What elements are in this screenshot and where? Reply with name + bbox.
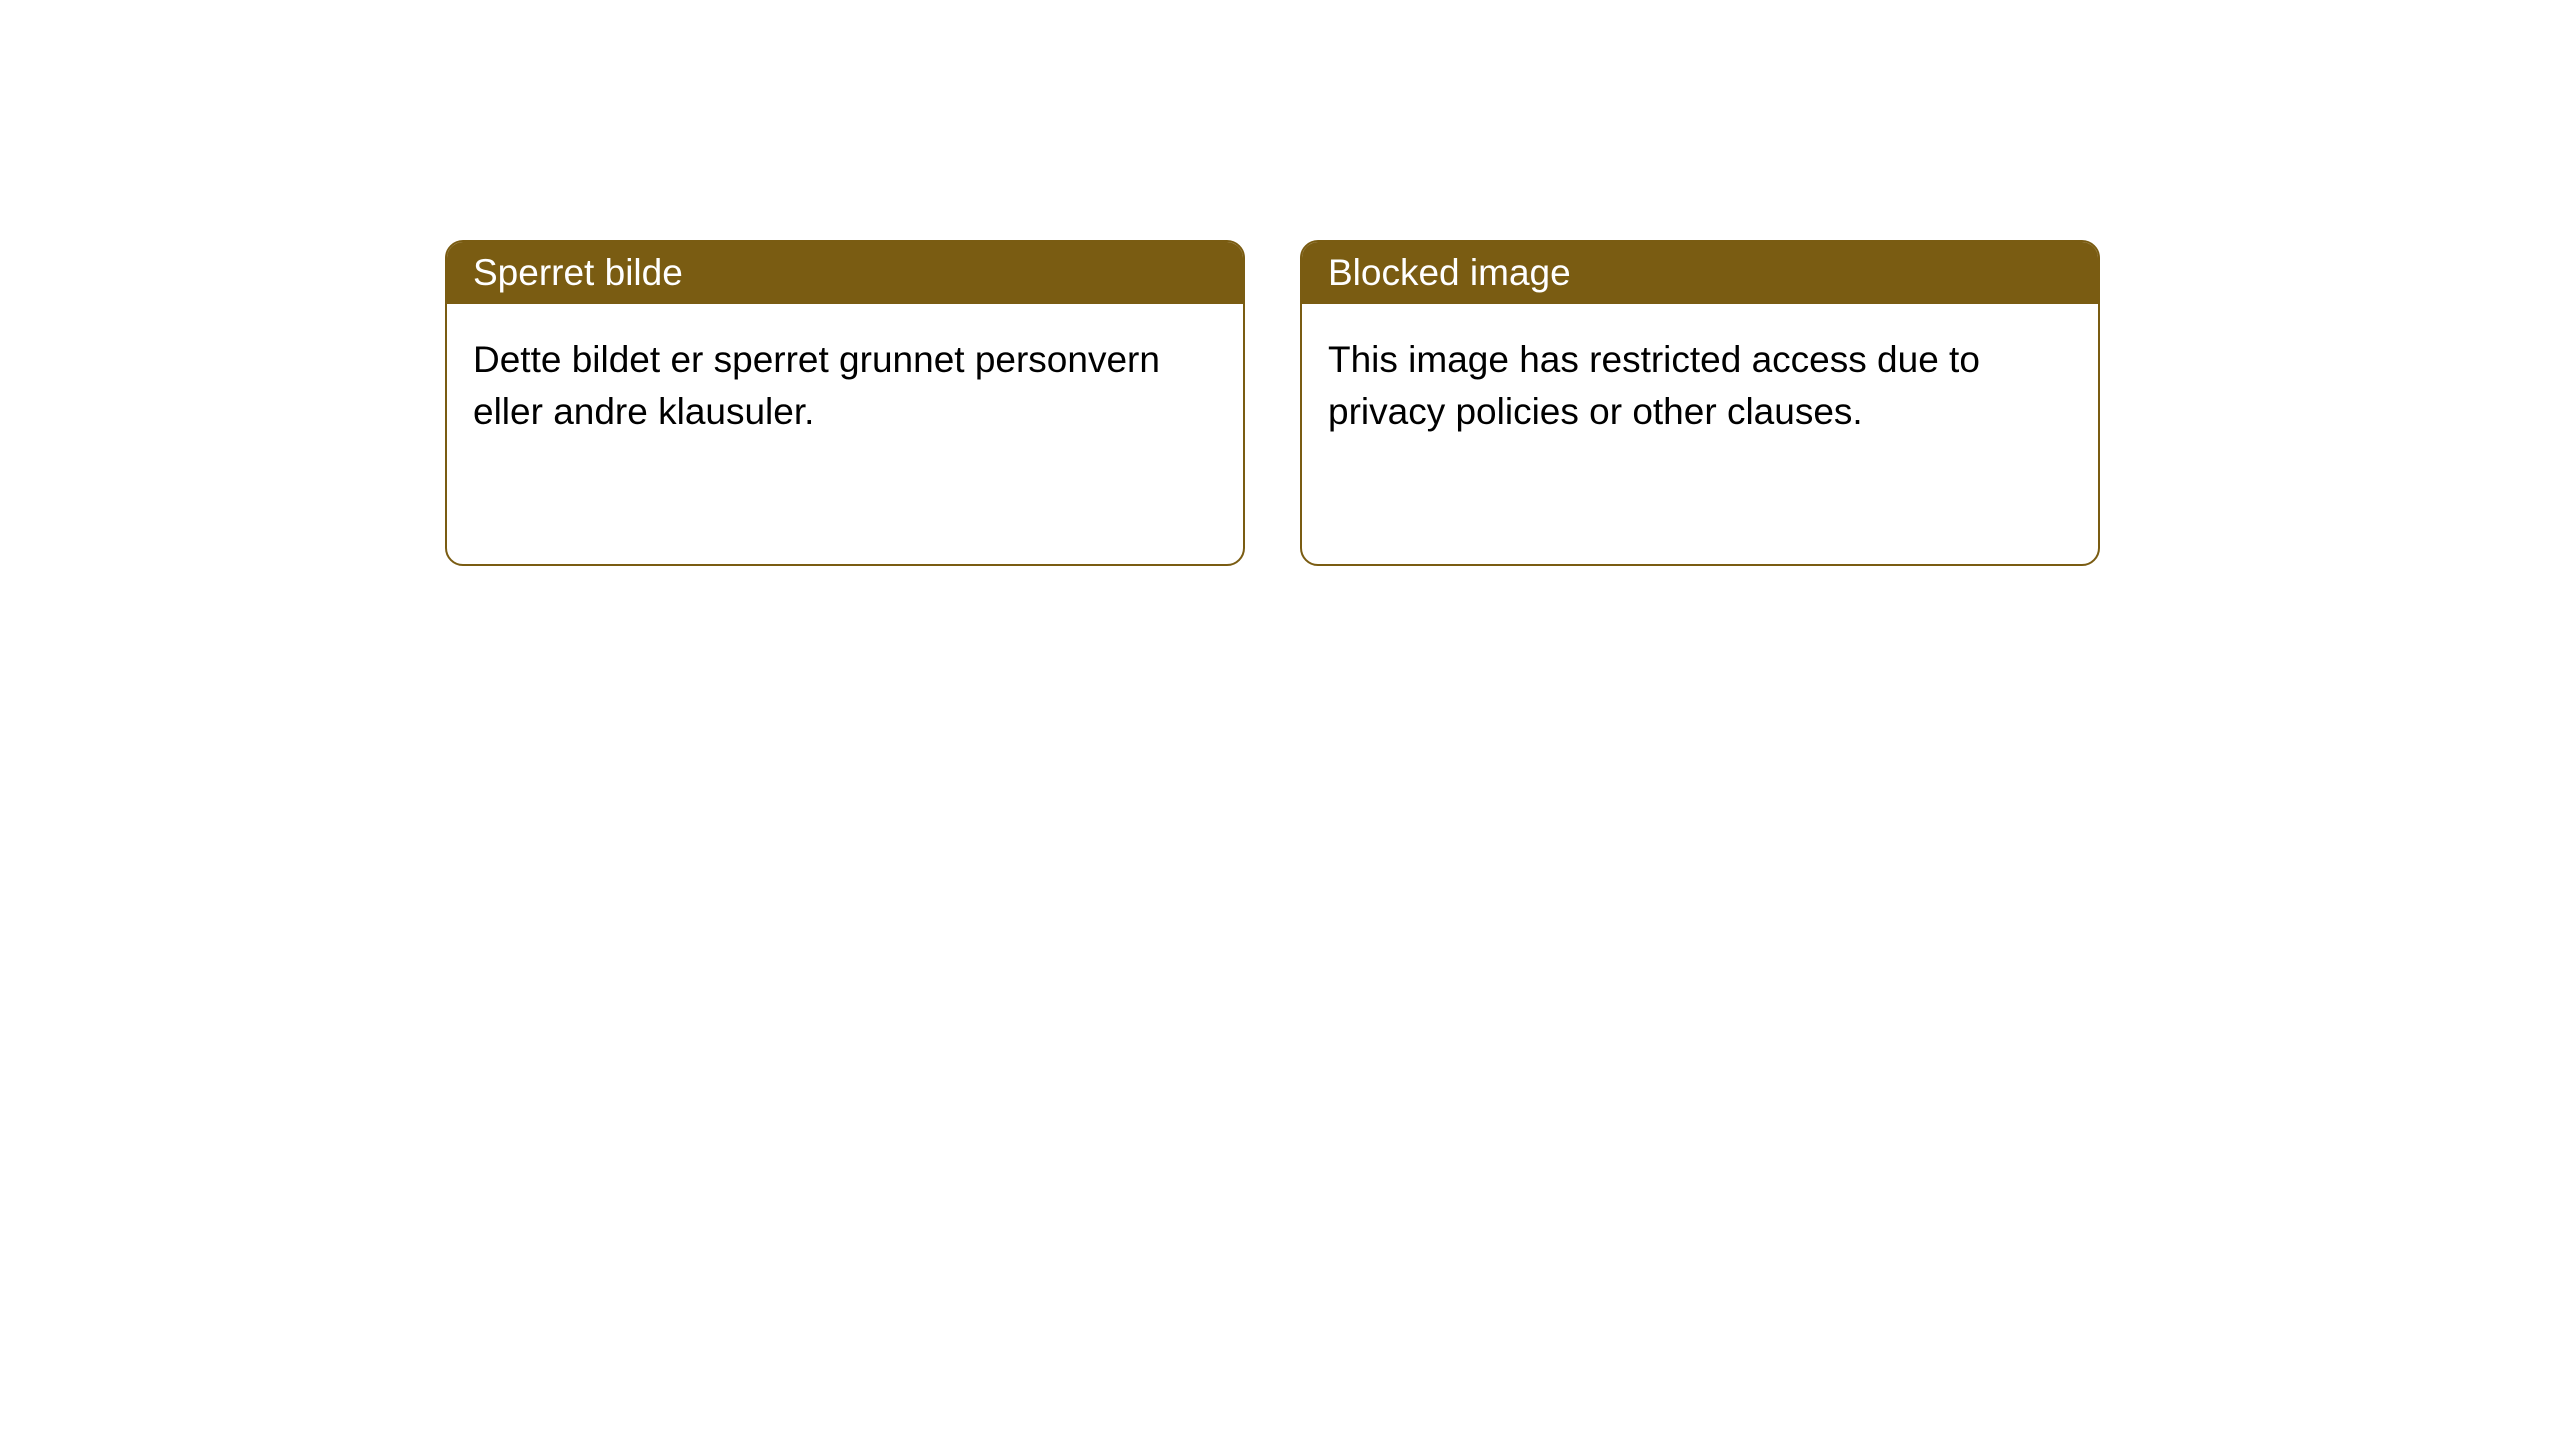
notice-title: Sperret bilde (473, 252, 683, 293)
notice-message: This image has restricted access due to … (1328, 334, 2072, 438)
notice-container: Sperret bilde Dette bildet er sperret gr… (445, 240, 2100, 566)
notice-message: Dette bildet er sperret grunnet personve… (473, 334, 1217, 438)
notice-body: This image has restricted access due to … (1302, 304, 2098, 564)
notice-card-english: Blocked image This image has restricted … (1300, 240, 2100, 566)
notice-body: Dette bildet er sperret grunnet personve… (447, 304, 1243, 564)
notice-header: Blocked image (1302, 242, 2098, 304)
notice-header: Sperret bilde (447, 242, 1243, 304)
notice-card-norwegian: Sperret bilde Dette bildet er sperret gr… (445, 240, 1245, 566)
notice-title: Blocked image (1328, 252, 1571, 293)
